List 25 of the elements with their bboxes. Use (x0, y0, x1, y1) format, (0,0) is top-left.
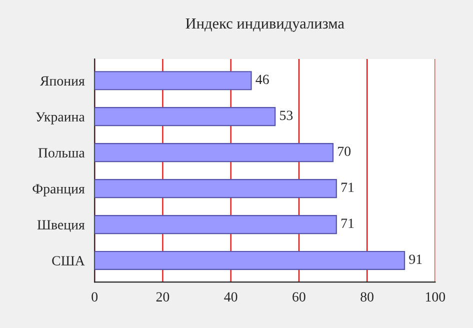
x-tick-label: 100 (426, 292, 446, 302)
y-tick-label: Украина (36, 112, 85, 124)
data-label: 70 (338, 146, 351, 156)
bar (94, 179, 337, 198)
x-tick-label: 60 (292, 292, 306, 302)
y-tick-label: США (52, 256, 85, 266)
data-label: 71 (341, 218, 354, 228)
bar (94, 250, 406, 270)
data-label: 71 (341, 182, 354, 192)
bar (94, 71, 252, 90)
bar (94, 143, 334, 162)
x-tick-label: 80 (360, 292, 374, 302)
y-tick-label: Франция (32, 184, 85, 196)
y-tick-label: Швеция (37, 220, 85, 232)
bar (94, 107, 276, 126)
x-tick-label: 40 (224, 292, 238, 302)
data-label: 53 (280, 110, 293, 120)
x-tick-label: 20 (156, 292, 170, 302)
data-label: 91 (409, 254, 422, 264)
bar (94, 214, 337, 234)
chart-title: Индекс индивидуализма (186, 18, 344, 32)
y-tick-label: Япония (40, 76, 85, 86)
x-tick-label: 0 (92, 292, 98, 302)
data-label: 46 (256, 74, 269, 84)
y-tick-label: Польша (38, 148, 85, 158)
